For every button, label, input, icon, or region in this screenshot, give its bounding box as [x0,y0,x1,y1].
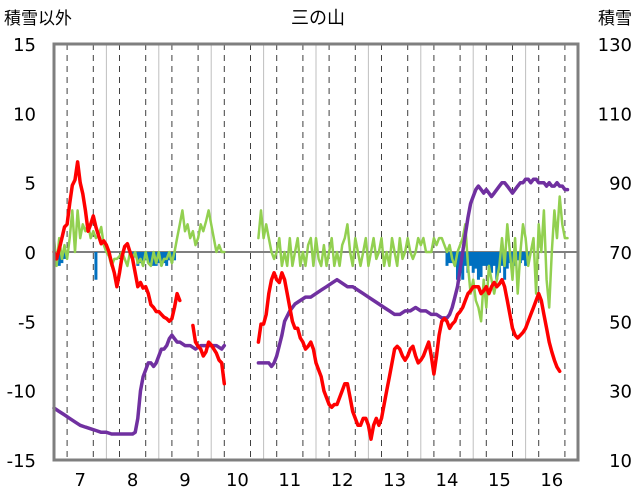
line-series [52,160,570,441]
bar [138,252,142,264]
plot-frame [52,42,580,462]
bar [57,252,61,266]
x-tick-label: 12 [331,470,354,491]
series-line [191,323,227,386]
bar [461,252,465,280]
left-tick-label: 5 [25,174,36,195]
bar [170,252,174,264]
left-tick-label: 0 [25,243,36,264]
bar [94,252,98,280]
right-tick-label: 10 [609,451,632,472]
series-line [257,195,569,323]
left-tick-label: -5 [18,312,36,333]
right-tick-label: 70 [609,243,632,264]
right-tick-label: 50 [609,312,632,333]
bar [495,252,499,280]
x-tick-label: 8 [127,470,138,491]
bar [492,252,496,266]
bar [500,252,504,266]
bar [448,252,452,264]
bar [471,252,475,273]
bar [479,252,483,277]
series-line [52,209,226,268]
left-axis-label: 積雪以外 [4,9,72,29]
left-axis-ticks: 15 10 5 0 -5 -10 -15 [7,35,36,472]
bar [62,252,66,259]
x-tick-label: 16 [540,470,563,491]
bar [159,252,163,266]
bar [474,252,478,269]
bar [521,252,525,261]
bar [524,252,528,266]
left-tick-label: 10 [13,104,36,125]
x-tick-label: 14 [436,470,459,491]
left-tick-label: -10 [7,382,36,403]
bar [445,252,449,266]
bar [482,252,486,266]
left-tick-label: -15 [7,451,36,472]
x-tick-label: 10 [226,470,249,491]
bar [505,252,509,269]
right-axis-ticks: 130 110 90 70 50 30 10 [598,35,632,472]
chart-title: 三の山 [291,8,345,29]
bar [141,252,145,266]
right-tick-label: 90 [609,174,632,195]
bar [469,252,473,266]
series-line [52,333,227,436]
bar [487,252,491,269]
bar [455,252,459,280]
series-line [256,271,562,441]
right-tick-label: 30 [609,382,632,403]
bar [162,252,166,264]
bar [490,252,494,273]
x-axis-ticks: 7 8 9 10 11 12 13 14 15 16 [74,470,563,491]
bar [463,252,467,266]
x-tick-label: 11 [278,470,301,491]
left-tick-label: 15 [13,35,36,56]
bar [149,252,153,266]
right-tick-label: 130 [598,35,632,56]
x-tick-label: 15 [488,470,511,491]
x-tick-label: 7 [74,470,85,491]
bar [476,252,480,280]
bar [152,252,156,266]
bar [516,252,520,261]
bar [511,252,514,266]
bar [146,252,150,264]
right-tick-label: 110 [598,104,632,125]
series-line [256,177,570,369]
series-line [52,160,182,324]
bar [484,252,488,266]
bar [453,252,457,266]
x-tick-label: 13 [383,470,406,491]
right-axis-label: 積雪 [598,9,632,29]
x-tick-label: 9 [179,470,190,491]
